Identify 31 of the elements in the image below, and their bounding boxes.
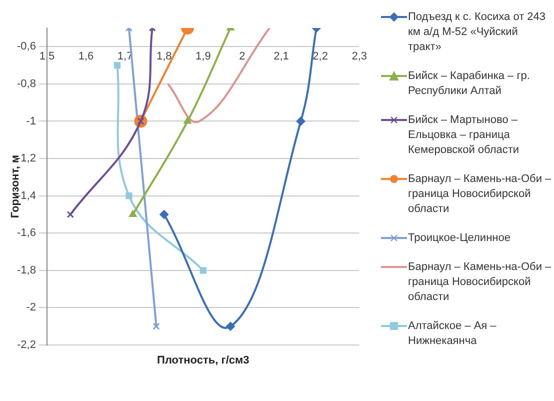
point xyxy=(226,322,235,331)
legend-label: Барнаул – Камень-на-Оби – граница Новосибирской области xyxy=(408,260,552,305)
legend-label: Подъезд к с. Косиха от 243 км а/д М-52 «Чуйский тракт» xyxy=(408,10,547,55)
legend-label: Алтайское – Ая – Нижнекаянча xyxy=(408,319,498,349)
x-tick-label: 1,8 xyxy=(156,50,172,62)
point xyxy=(160,210,169,219)
point xyxy=(152,322,160,330)
x-tick-label: 2,1 xyxy=(274,50,289,62)
point xyxy=(128,210,137,217)
x-axis-title: Плотность, г/см3 xyxy=(157,354,250,367)
x-tick-label: 1,6 xyxy=(78,50,94,62)
y-tick-label: -0,6 xyxy=(16,40,36,53)
legend-label: Барнаул – Камень-на-Оби – граница Новосибирской области xyxy=(408,172,552,217)
y-tick-label: -1,6 xyxy=(16,227,36,240)
x-tick-label: 1,9 xyxy=(196,50,211,62)
y-tick-label: -2 xyxy=(26,302,36,314)
y-tick-label: -1,8 xyxy=(16,264,36,276)
point xyxy=(114,62,121,69)
point xyxy=(66,210,74,218)
x-tick-label: 2 xyxy=(239,50,246,62)
x-tick-label: 2,2 xyxy=(312,50,328,62)
point xyxy=(200,267,206,274)
legend-label: Троицкое-Целинное xyxy=(408,231,510,246)
point xyxy=(126,192,132,200)
x-tick-label: 2,3 xyxy=(352,50,368,62)
legend-label: Бийск – Мартыново – Ельцовка – граница Кемеровской области xyxy=(408,113,520,158)
y-tick-label: -1 xyxy=(26,115,36,128)
legend-label: Бийск – Карабинка – гр. Республики Алтай xyxy=(408,69,531,99)
point xyxy=(296,116,306,126)
y-tick-label: -0,8 xyxy=(16,78,36,90)
y-tick-label: -2,2 xyxy=(16,339,36,352)
